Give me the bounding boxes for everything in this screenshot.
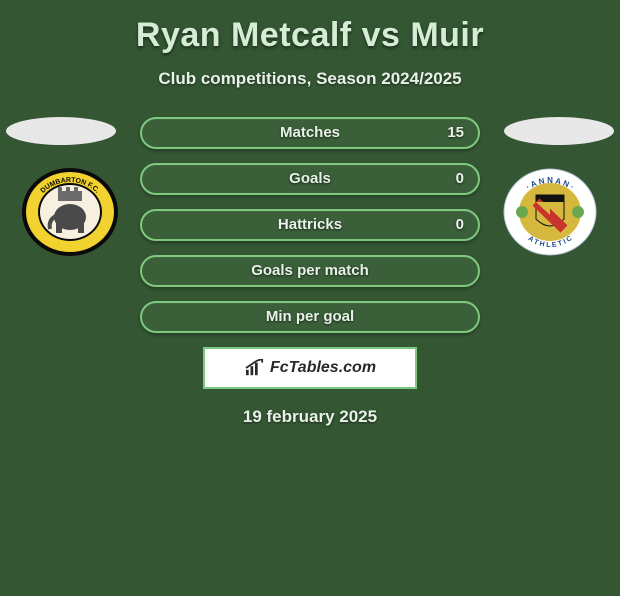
stat-label: Goals per match: [142, 257, 478, 285]
player-right-photo-placeholder: [504, 117, 614, 145]
stat-row-goals: Goals 0: [140, 163, 480, 195]
brand-text: FcTables.com: [270, 359, 376, 377]
subtitle: Club competitions, Season 2024/2025: [0, 69, 620, 89]
stats-list: Matches 15 Goals 0 Hattricks 0 Goals per…: [140, 117, 480, 333]
date-label: 19 february 2025: [0, 407, 620, 427]
stat-label: Matches: [142, 119, 478, 147]
stat-value-right: 15: [447, 119, 464, 147]
page-title: Ryan Metcalf vs Muir: [0, 16, 620, 55]
chart-icon: [244, 359, 266, 377]
club-badge-right: · A N N A N · A T H L E T I C: [500, 167, 600, 257]
player-left-photo-placeholder: [6, 117, 116, 145]
stat-label: Hattricks: [142, 211, 478, 239]
stat-value-right: 0: [456, 211, 464, 239]
stat-row-matches: Matches 15: [140, 117, 480, 149]
stat-row-goals-per-match: Goals per match: [140, 255, 480, 287]
brand-box[interactable]: FcTables.com: [203, 347, 417, 389]
stat-row-hattricks: Hattricks 0: [140, 209, 480, 241]
stat-label: Goals: [142, 165, 478, 193]
club-badge-left: DUMBARTON F.C.: [20, 167, 120, 257]
stat-label: Min per goal: [142, 303, 478, 331]
stat-value-right: 0: [456, 165, 464, 193]
comparison-panel: DUMBARTON F.C. · A N N A N · A T H L E T: [0, 117, 620, 427]
stat-row-min-per-goal: Min per goal: [140, 301, 480, 333]
